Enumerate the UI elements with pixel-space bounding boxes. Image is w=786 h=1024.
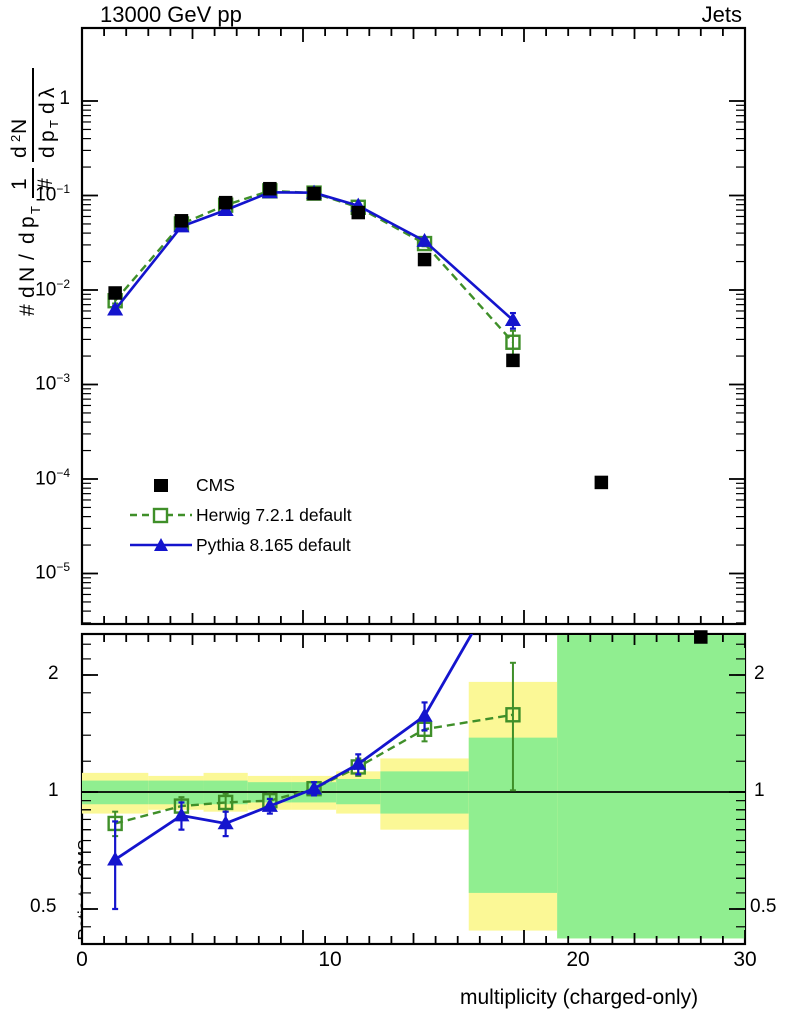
data-marker bbox=[174, 214, 189, 228]
data-marker bbox=[594, 475, 609, 490]
ytick-label: 10−5 bbox=[35, 560, 70, 584]
legend-label: Herwig 7.2.1 default bbox=[196, 504, 352, 525]
data-marker bbox=[217, 815, 234, 830]
data-marker bbox=[261, 798, 278, 812]
svg-text:p: p bbox=[16, 216, 39, 228]
svg-text:2: 2 bbox=[8, 135, 23, 142]
legend-item-herwig[interactable]: Herwig 7.2.1 default bbox=[126, 500, 352, 530]
legend-label: CMS bbox=[196, 474, 235, 495]
ratio-series-pythia bbox=[107, 634, 474, 911]
data-marker bbox=[416, 707, 433, 722]
data-marker bbox=[694, 630, 708, 644]
legend-item-cms[interactable]: CMS bbox=[126, 470, 352, 500]
ytick-label: 10−1 bbox=[35, 182, 70, 206]
data-marker bbox=[107, 851, 124, 866]
legend: CMS Herwig 7.2.1 default Pythia 8.165 de… bbox=[126, 470, 352, 560]
data-marker bbox=[218, 195, 233, 210]
svg-text:d: d bbox=[16, 286, 39, 298]
pythia-marker-icon bbox=[126, 535, 196, 555]
cms-marker-icon bbox=[126, 475, 196, 495]
svg-text:/: / bbox=[16, 254, 39, 260]
data-marker bbox=[107, 301, 124, 316]
ratio-ytick-label-right: 2 bbox=[754, 663, 765, 684]
svg-text:d: d bbox=[36, 102, 58, 114]
ratio-series-cms bbox=[694, 630, 708, 644]
uncertainty-band-inner bbox=[557, 635, 745, 939]
ytick-label: 10−4 bbox=[35, 466, 70, 490]
data-marker bbox=[263, 181, 277, 196]
data-marker bbox=[217, 794, 234, 811]
data-marker bbox=[417, 252, 432, 267]
svg-text:#: # bbox=[16, 304, 39, 316]
data-marker bbox=[305, 780, 323, 795]
svg-text:p: p bbox=[36, 130, 58, 142]
svg-text:1: 1 bbox=[8, 178, 31, 190]
svg-text:N: N bbox=[16, 267, 39, 282]
beam-energy-label: 13000 GeV pp bbox=[100, 2, 242, 27]
svg-text:d: d bbox=[16, 232, 39, 244]
data-marker bbox=[173, 807, 190, 822]
y-axis-label: # d N / d p T 1 # d 2 N d p T d λ bbox=[0, 22, 58, 318]
ytick-label: 10−2 bbox=[35, 277, 70, 301]
ratio-ytick-label: 1 bbox=[48, 780, 59, 801]
data-marker bbox=[506, 353, 520, 368]
data-marker bbox=[505, 334, 521, 350]
ratio-ytick-label: 2 bbox=[48, 663, 59, 684]
main-panel bbox=[80, 26, 747, 626]
legend-label: Pythia 8.165 default bbox=[196, 534, 351, 555]
data-marker bbox=[350, 756, 367, 770]
svg-text:T: T bbox=[47, 120, 58, 128]
svg-text:λ: λ bbox=[36, 87, 58, 98]
svg-text:T: T bbox=[28, 206, 43, 214]
data-marker bbox=[351, 205, 365, 220]
xtick-label: 20 bbox=[566, 948, 590, 971]
ratio-ytick-label: 0.5 bbox=[30, 896, 57, 917]
xtick-label: 30 bbox=[733, 948, 757, 971]
ytick-label: 1 bbox=[59, 88, 70, 109]
xtick-label: 10 bbox=[318, 948, 342, 971]
xtick-label: 0 bbox=[76, 948, 88, 971]
legend-item-pythia[interactable]: Pythia 8.165 default bbox=[126, 530, 352, 560]
svg-text:N: N bbox=[8, 119, 31, 134]
data-marker bbox=[505, 707, 521, 723]
ratio-ytick-label-right: 0.5 bbox=[750, 896, 777, 917]
data-marker bbox=[416, 232, 433, 247]
analysis-group-label: Jets bbox=[701, 2, 742, 27]
series-cms bbox=[108, 181, 609, 490]
ratio-panel bbox=[80, 630, 747, 946]
data-marker bbox=[108, 286, 122, 300]
data-marker bbox=[307, 186, 321, 201]
data-marker bbox=[504, 312, 522, 326]
svg-text:#: # bbox=[34, 178, 57, 190]
ytick-label: 10−3 bbox=[35, 371, 70, 395]
ratio-ytick-label-right: 1 bbox=[754, 780, 765, 801]
svg-text:d: d bbox=[8, 146, 31, 158]
herwig-marker-icon bbox=[126, 505, 196, 525]
x-axis-label: multiplicity (charged-only) bbox=[460, 986, 699, 1009]
svg-text:d: d bbox=[36, 146, 58, 158]
